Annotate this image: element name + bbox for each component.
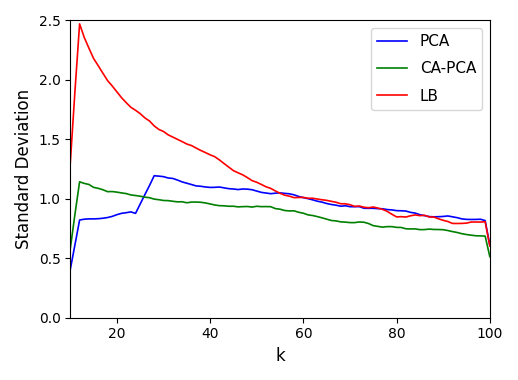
LB [123,100,130,105]
CA-PCA [487,254,493,259]
PCA [67,267,74,272]
CA-PCA [426,227,433,231]
CA-PCA [123,191,130,196]
PCA [119,211,125,215]
CA-PCA [478,234,484,238]
Y-axis label: Standard Deviation: Standard Deviation [15,89,33,249]
LB [67,161,74,165]
CA-PCA [77,179,83,184]
CA-PCA [179,200,185,204]
CA-PCA [482,234,488,238]
X-axis label: k: k [275,347,285,365]
Line: LB: LB [70,24,490,246]
PCA [151,173,157,178]
LB [179,139,185,144]
LB [487,244,493,249]
CA-PCA [170,199,176,204]
LB [478,220,484,224]
LB [426,215,433,219]
LB [482,220,488,224]
Line: PCA: PCA [70,176,490,269]
PCA [179,180,185,184]
LB [77,22,83,26]
PCA [482,218,488,223]
Legend: PCA, CA-PCA, LB: PCA, CA-PCA, LB [371,28,482,110]
PCA [487,243,493,247]
PCA [478,217,484,222]
Line: CA-PCA: CA-PCA [70,182,490,256]
LB [170,135,176,139]
PCA [170,176,176,181]
CA-PCA [67,246,74,251]
PCA [426,214,433,219]
